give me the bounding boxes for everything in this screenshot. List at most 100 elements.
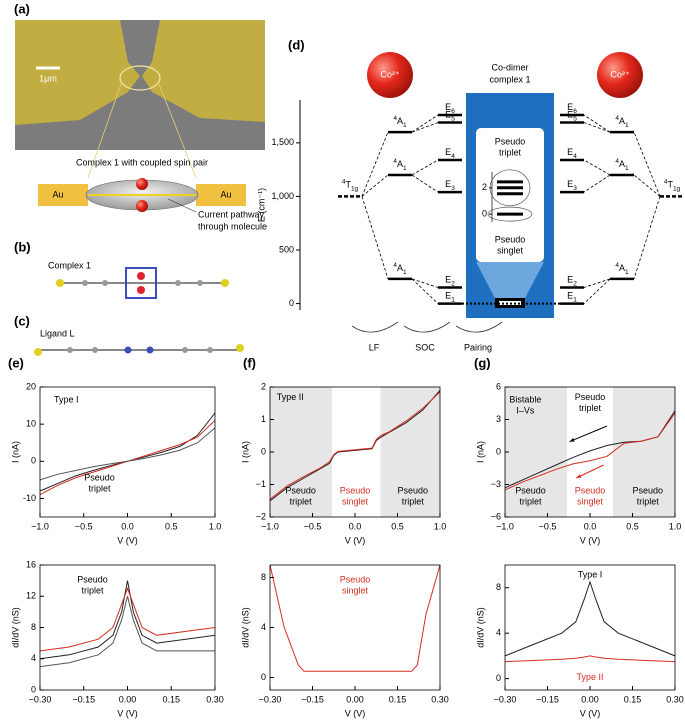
x-tick-label: −1.0 [31,521,49,531]
ion-label: Co²⁺ [610,69,630,79]
panel-label: (g) [474,355,491,370]
connector [411,159,439,176]
molecule-label: Ligand L [40,328,75,338]
data-line [504,580,676,657]
x-tick-label: 0.15 [389,694,407,704]
level-label: E6 [567,102,577,115]
level-label-sub: 1 [403,122,407,129]
connector [411,278,439,288]
level-label: 4A1 [393,115,407,129]
y-tick-label: 0 [31,456,36,466]
level-label-sup: 4 [615,158,619,165]
x-tick-label: −0.30 [259,694,282,704]
inset-ellipse [489,169,531,207]
step-label: SOC [415,342,435,352]
step-arrow [351,321,399,333]
y-tick-label: 0 [289,298,294,308]
inset-label: singlet [497,245,524,255]
atom [102,280,108,286]
x-tick-label: −0.5 [304,521,322,531]
electrode [196,184,246,206]
connector [633,131,661,197]
arrow-head [576,474,582,478]
molecule [34,344,244,356]
x-tick-label: 0.0 [349,521,362,531]
y-tick-label: 8 [261,572,266,582]
y-tick-label: 4 [496,628,501,638]
level-label: E1 [567,291,577,304]
level-label-sub: 5 [573,116,577,123]
panel-label: (e) [8,355,24,370]
inset-ellipse [487,206,533,222]
data-line [39,420,216,496]
junction-circle [119,65,161,91]
pointer [167,198,197,213]
atom [137,272,145,280]
level-label-main: E [445,102,451,112]
data-line [269,391,441,500]
data-line [504,412,676,491]
x-tick-label: 0.30 [206,694,224,704]
y-tick-label: 3 [496,414,501,424]
level-label-sup: 4 [393,158,397,165]
annotation: triplet [290,496,313,506]
level-label: E5 [445,110,455,123]
level-label-main: A [619,263,625,273]
x-tick-label: 0.5 [626,521,639,531]
connector [583,278,611,288]
connector [361,196,389,280]
atom [146,346,154,354]
y-tick-label: 8 [496,582,501,592]
annotation: Pseudo [77,574,108,584]
level-label-sub: 1g [351,186,359,193]
level-label-sub: 1 [403,269,407,276]
level-label: 4A1 [393,158,407,172]
x-tick-label: 0.5 [165,521,178,531]
annotation: Pseudo [515,485,546,495]
molecule [56,267,229,299]
level-label-sub: 5 [451,116,455,123]
level-label: E2 [445,275,455,288]
y-axis-label: I (nA) [240,441,250,463]
annotation: singlet [342,496,369,506]
y-tick-label: 6 [496,381,501,391]
atom [67,347,73,353]
dimer-title: Co-dimer [491,62,528,72]
ion-sphere [367,52,413,98]
electrode-label: Au [220,189,231,199]
level-label-main: E [445,110,451,120]
atom [236,344,244,352]
x-axis-label: V (V) [580,535,601,545]
level-label-sub: 2 [451,281,455,288]
annotation: Pseudo [633,485,664,495]
x-tick-label: −0.30 [29,694,52,704]
y-axis-label: dI/dV (nS) [10,607,20,648]
connector [361,131,389,197]
connector [411,174,439,193]
arrow-head [569,438,575,442]
connector [633,174,661,197]
level-label-sub: 1 [625,122,629,129]
y-axis-label: dI/dV (nS) [475,607,485,648]
atom [137,286,145,294]
y-tick-label: 1,000 [271,191,294,201]
level-label-main: A [397,117,403,127]
connector [583,278,611,304]
data-line [39,427,216,481]
atom [124,346,132,354]
step-label: LF [369,342,380,352]
annotation: Pseudo [398,485,429,495]
x-tick-label: 0.00 [119,694,137,704]
annotation: Type I [578,569,603,579]
x-tick-label: 0.0 [584,521,597,531]
y-tick-label: −3 [491,479,501,489]
core [125,267,157,299]
data-line [39,412,216,492]
connector [411,114,439,133]
level-label-main: E [445,180,451,190]
annotation: triplet [402,496,425,506]
connector [583,114,611,133]
annotation: triplet [579,403,602,413]
data-line [39,586,216,652]
